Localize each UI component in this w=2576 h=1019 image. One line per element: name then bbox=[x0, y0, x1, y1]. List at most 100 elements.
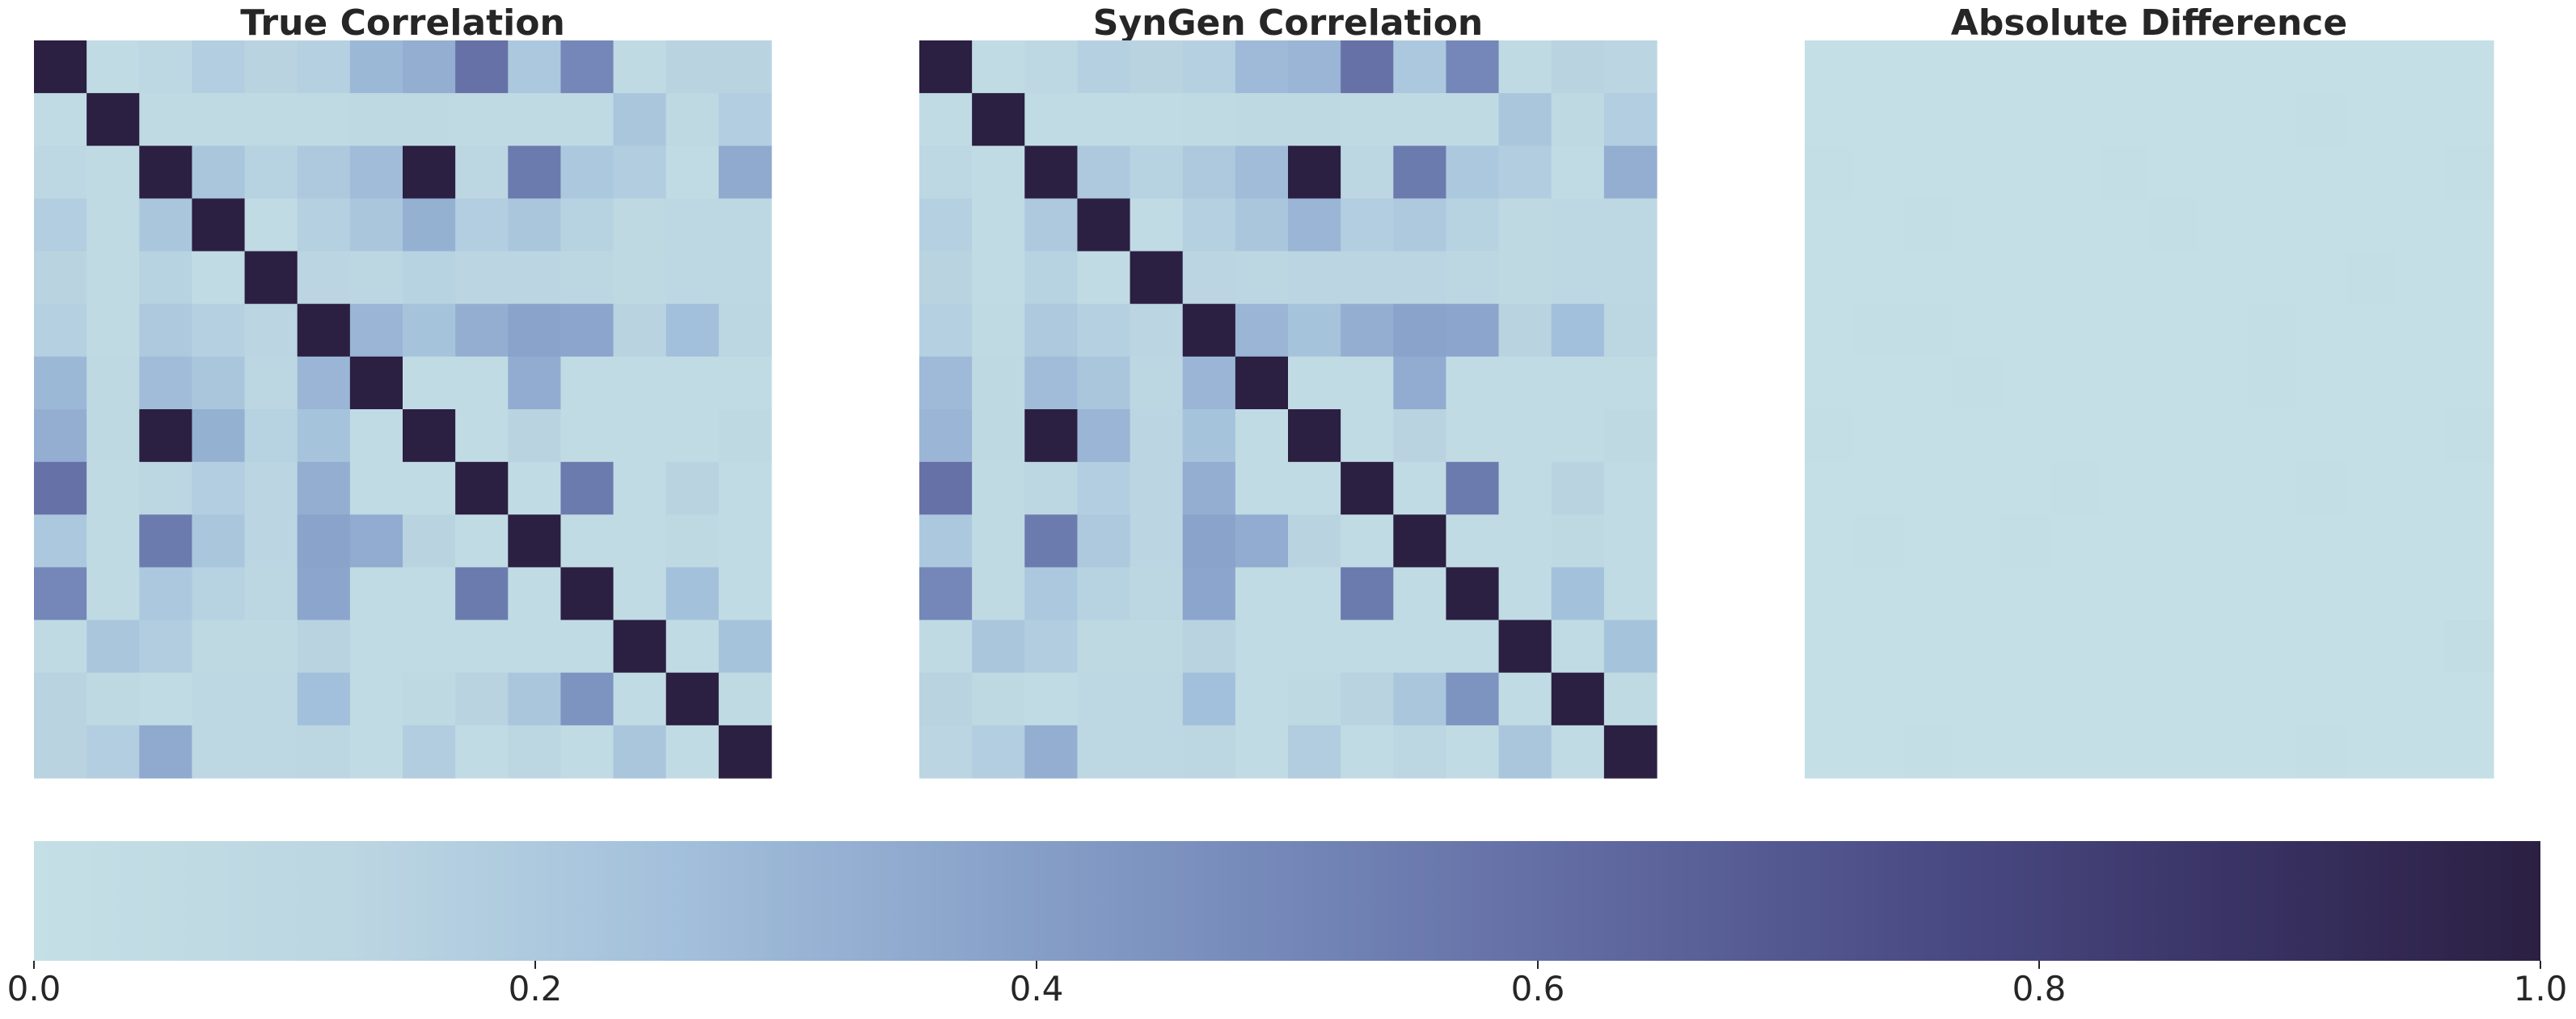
heatmap-cell bbox=[1603, 146, 1658, 200]
heatmap-cell bbox=[1024, 672, 1079, 726]
heatmap-cell bbox=[2346, 619, 2396, 674]
heatmap-cell bbox=[2346, 725, 2396, 779]
heatmap-cell bbox=[1952, 514, 2003, 569]
heatmap-cell bbox=[87, 40, 140, 94]
heatmap-cell bbox=[403, 356, 456, 410]
heatmap-cell bbox=[1288, 672, 1341, 726]
heatmap-cell bbox=[2100, 619, 2150, 674]
heatmap-cell bbox=[87, 725, 140, 779]
heatmap-cell bbox=[403, 409, 456, 463]
heatmap-cell bbox=[1952, 409, 2003, 463]
heatmap-cell bbox=[87, 251, 140, 305]
heatmap-cell bbox=[297, 462, 351, 515]
heatmap-cell bbox=[2149, 514, 2199, 569]
heatmap-cell bbox=[1288, 619, 1341, 674]
heatmap-cell bbox=[1805, 251, 1855, 305]
heatmap-cell bbox=[1077, 251, 1131, 305]
heatmap-cell bbox=[2296, 93, 2347, 146]
heatmap-cell bbox=[139, 198, 193, 252]
heatmap-cell bbox=[919, 356, 973, 410]
heatmap-cell bbox=[1393, 567, 1447, 621]
heatmap-cell bbox=[560, 672, 614, 726]
heatmap-cell bbox=[403, 672, 456, 726]
heatmap-cell bbox=[2198, 619, 2249, 674]
heatmap-cell bbox=[455, 356, 509, 410]
heatmap-cell bbox=[1446, 356, 1500, 410]
heatmap-cell bbox=[403, 514, 456, 569]
colorbar-tick-label: 0.4 bbox=[1009, 969, 1064, 1008]
heatmap-cell bbox=[1446, 514, 1500, 569]
heatmap-cell bbox=[1288, 514, 1341, 569]
heatmap-cell bbox=[2050, 514, 2101, 569]
heatmap-cell bbox=[2001, 146, 2051, 200]
heatmap-cell bbox=[349, 356, 403, 410]
heatmap-cell bbox=[139, 462, 193, 515]
heatmap-cell bbox=[1182, 356, 1236, 410]
heatmap-cell bbox=[1393, 93, 1447, 146]
heatmap-cell bbox=[403, 251, 456, 305]
heatmap-cell bbox=[613, 356, 667, 410]
heatmap-cell bbox=[2247, 251, 2298, 305]
heatmap-cell bbox=[2395, 409, 2445, 463]
heatmap-cell bbox=[192, 409, 246, 463]
heatmap-cell bbox=[665, 303, 720, 357]
heatmap-cell bbox=[192, 725, 246, 779]
heatmap-cell bbox=[2001, 251, 2051, 305]
heatmap-cell bbox=[1498, 146, 1552, 200]
heatmap-cell bbox=[508, 40, 562, 94]
heatmap-cell bbox=[1024, 40, 1079, 94]
heatmap-cell bbox=[192, 462, 246, 515]
heatmap-cell bbox=[1393, 514, 1447, 569]
heatmap-cell bbox=[403, 619, 456, 674]
heatmap-cell bbox=[2296, 303, 2347, 357]
heatmap-cell bbox=[2247, 672, 2298, 726]
heatmap-cell bbox=[2050, 40, 2101, 94]
heatmap-cell bbox=[34, 619, 87, 674]
heatmap-cell bbox=[1551, 514, 1605, 569]
heatmap-cell bbox=[455, 725, 509, 779]
heatmap-cell bbox=[1902, 40, 1953, 94]
heatmap-cell bbox=[349, 462, 403, 515]
heatmap-cell bbox=[972, 619, 1025, 674]
heatmap-cell bbox=[2346, 462, 2396, 515]
heatmap-cell bbox=[508, 725, 562, 779]
heatmap-cell bbox=[403, 146, 456, 200]
heatmap-cell bbox=[87, 619, 140, 674]
heatmap-cell bbox=[2444, 672, 2494, 726]
heatmap-cell bbox=[2198, 146, 2249, 200]
heatmap-cell bbox=[34, 40, 87, 94]
heatmap-cell bbox=[972, 198, 1025, 252]
heatmap-cell bbox=[2296, 40, 2347, 94]
heatmap-cell bbox=[1077, 40, 1131, 94]
heatmap-cell bbox=[244, 251, 298, 305]
heatmap-cell bbox=[1446, 409, 1500, 463]
heatmap-cell bbox=[1805, 672, 1855, 726]
heatmap-cell bbox=[1853, 356, 1904, 410]
heatmap-cell bbox=[87, 567, 140, 621]
heatmap-cell bbox=[1182, 93, 1236, 146]
heatmap-cell bbox=[2296, 356, 2347, 410]
heatmap-cell bbox=[1805, 356, 1855, 410]
heatmap-cell bbox=[613, 303, 667, 357]
heatmap-cell bbox=[1341, 251, 1394, 305]
heatmap-cell bbox=[718, 251, 772, 305]
heatmap-cell bbox=[2346, 303, 2396, 357]
heatmap-cell bbox=[1952, 251, 2003, 305]
heatmap-cell bbox=[1341, 409, 1394, 463]
heatmap-cell bbox=[403, 40, 456, 94]
heatmap-cell bbox=[1805, 567, 1855, 621]
heatmap-cell bbox=[455, 462, 509, 515]
heatmap-cell bbox=[1551, 567, 1605, 621]
heatmap-cell bbox=[1024, 198, 1079, 252]
heatmap-cell bbox=[613, 409, 667, 463]
heatmap-cell bbox=[1446, 40, 1500, 94]
heatmap-cell bbox=[2100, 303, 2150, 357]
heatmap-cell bbox=[2050, 462, 2101, 515]
heatmap-cell bbox=[665, 409, 720, 463]
heatmap-cell bbox=[2247, 93, 2298, 146]
heatmap-cell bbox=[1235, 40, 1289, 94]
heatmap-cell bbox=[1551, 303, 1605, 357]
heatmap-cell bbox=[2346, 40, 2396, 94]
heatmap-cell bbox=[2247, 198, 2298, 252]
heatmap-cell bbox=[139, 672, 193, 726]
